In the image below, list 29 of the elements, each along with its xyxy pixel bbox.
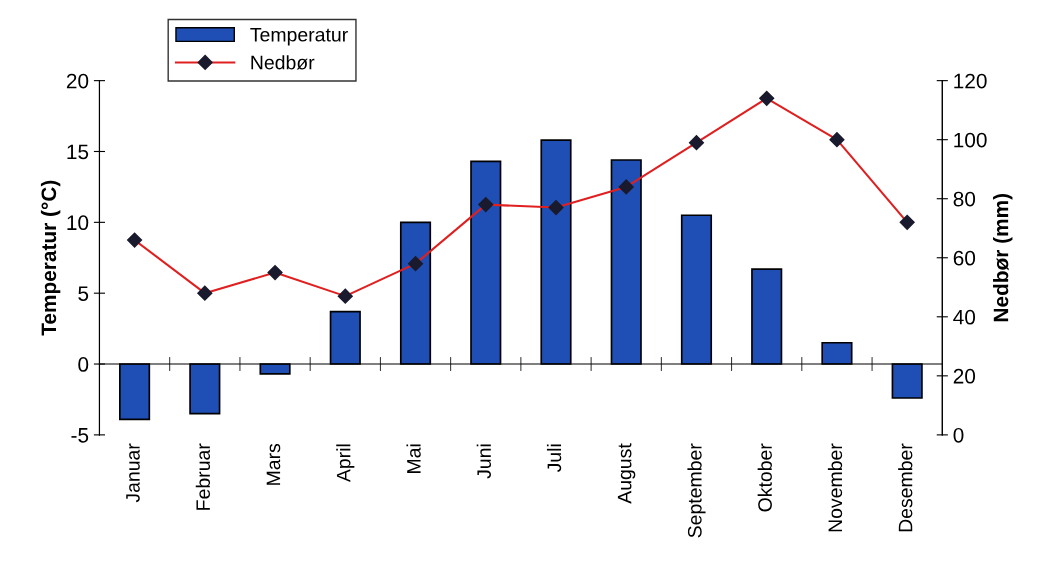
y-tick-label: -5 (71, 428, 89, 443)
x-tick-label: November (827, 443, 843, 532)
y2-tick-label: 20 (953, 368, 976, 384)
y2-tick-label: 40 (953, 309, 976, 325)
x-tick-label: Juli (546, 444, 562, 473)
x-tick-label: September (687, 443, 706, 538)
x-tick-label: August (617, 443, 636, 504)
y-tick-label: 5 (78, 286, 89, 301)
x-tick-label: Oktober (757, 443, 772, 512)
y-axis-title: Temperatur (°C) (40, 180, 61, 336)
y2-tick-label: 120 (954, 73, 987, 89)
y2-tick-label: 0 (953, 427, 964, 443)
y2-axis-title: Nedbør (mm) (993, 193, 1013, 322)
x-tick-label: Desember (898, 443, 913, 532)
x-tick-label: Mai (406, 444, 421, 473)
legend-label: Nedbør (251, 55, 315, 70)
y-tick-label: 0 (78, 357, 89, 372)
y-tick-label: 15 (67, 144, 89, 160)
x-tick-label: Januar (126, 443, 140, 503)
x-tick-label: Juni (476, 444, 491, 479)
x-tick-label: April (336, 444, 355, 483)
x-tick-label: Februar (195, 443, 211, 510)
legend-label: Temperatur (250, 28, 348, 46)
x-tick-label: Mars (266, 443, 281, 485)
y2-tick-label: 80 (953, 191, 976, 207)
y-tick-label: 20 (66, 73, 89, 89)
y2-tick-label: 100 (954, 132, 987, 148)
y2-tick-label: 60 (953, 250, 976, 266)
y-tick-label: 10 (67, 215, 89, 231)
